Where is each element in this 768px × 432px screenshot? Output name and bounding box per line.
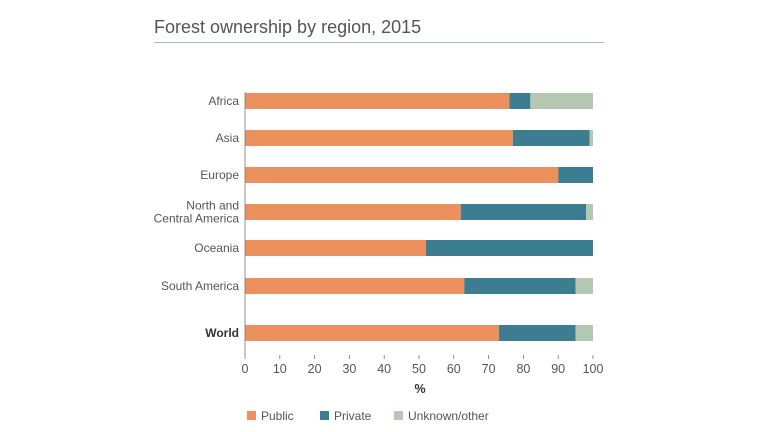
category-label-europe: Europe	[200, 168, 239, 182]
bar-africa-private	[509, 93, 531, 109]
bar-south-america-public	[245, 278, 465, 294]
bar-south-america-private	[464, 278, 576, 294]
legend-swatch-unknown-other	[394, 411, 403, 420]
category-label-world: World	[205, 326, 239, 340]
bar-south-america-unknown-other	[575, 278, 593, 294]
legend-label-public: Public	[261, 409, 294, 423]
category-label-africa: Africa	[208, 94, 239, 108]
x-tick-label-10: 10	[273, 362, 287, 376]
bar-oceania-public	[245, 240, 426, 256]
x-tick-label-0: 0	[242, 362, 249, 376]
x-tick-label-60: 60	[447, 362, 461, 376]
bar-north-and-central-america-private	[460, 204, 587, 220]
legend-label-unknown-other: Unknown/other	[408, 409, 489, 423]
legend-swatch-public	[247, 411, 256, 420]
x-tick-label-50: 50	[412, 362, 426, 376]
legend-swatch-private	[320, 411, 329, 420]
category-label-asia: Asia	[216, 131, 240, 145]
category-label-north-and-central-america: North and Central America	[154, 199, 240, 226]
x-axis-title: %	[414, 382, 425, 396]
x-tick-label-80: 80	[516, 362, 530, 376]
x-tick-label-70: 70	[482, 362, 496, 376]
bar-world-private	[499, 325, 576, 341]
x-tick-label-100: 100	[583, 362, 604, 376]
bar-europe-private	[558, 167, 593, 183]
x-tick-label-40: 40	[377, 362, 391, 376]
x-tick-label-90: 90	[551, 362, 565, 376]
bar-asia-private	[512, 130, 590, 146]
category-label-oceania: Oceania	[194, 241, 239, 255]
x-tick-label-30: 30	[342, 362, 356, 376]
bars-layer	[245, 93, 593, 341]
x-axis: 0 10 20 30 40 50 60 70 80 90 100%	[242, 92, 604, 396]
chart-title: Forest ownership by region, 2015	[154, 17, 422, 37]
bar-north-and-central-america-public	[245, 204, 461, 220]
category-labels: Africa Asia Europe North and Central America…	[154, 94, 240, 340]
bar-asia-public	[245, 130, 513, 146]
bar-oceania-private	[425, 240, 593, 256]
bar-world-unknown-other	[575, 325, 593, 341]
category-label-south-america: South America	[161, 279, 239, 293]
bar-africa-public	[245, 93, 510, 109]
bar-world-public	[245, 325, 500, 341]
x-tick-label-20: 20	[308, 362, 322, 376]
bar-europe-public	[245, 167, 559, 183]
bar-africa-unknown-other	[530, 93, 593, 109]
title-divider	[154, 42, 604, 43]
legend: Public Private Unknown/other	[247, 409, 489, 423]
bar-asia-unknown-other	[589, 130, 593, 146]
legend-label-private: Private	[334, 409, 372, 423]
bar-north-and-central-america-unknown-other	[586, 204, 593, 220]
